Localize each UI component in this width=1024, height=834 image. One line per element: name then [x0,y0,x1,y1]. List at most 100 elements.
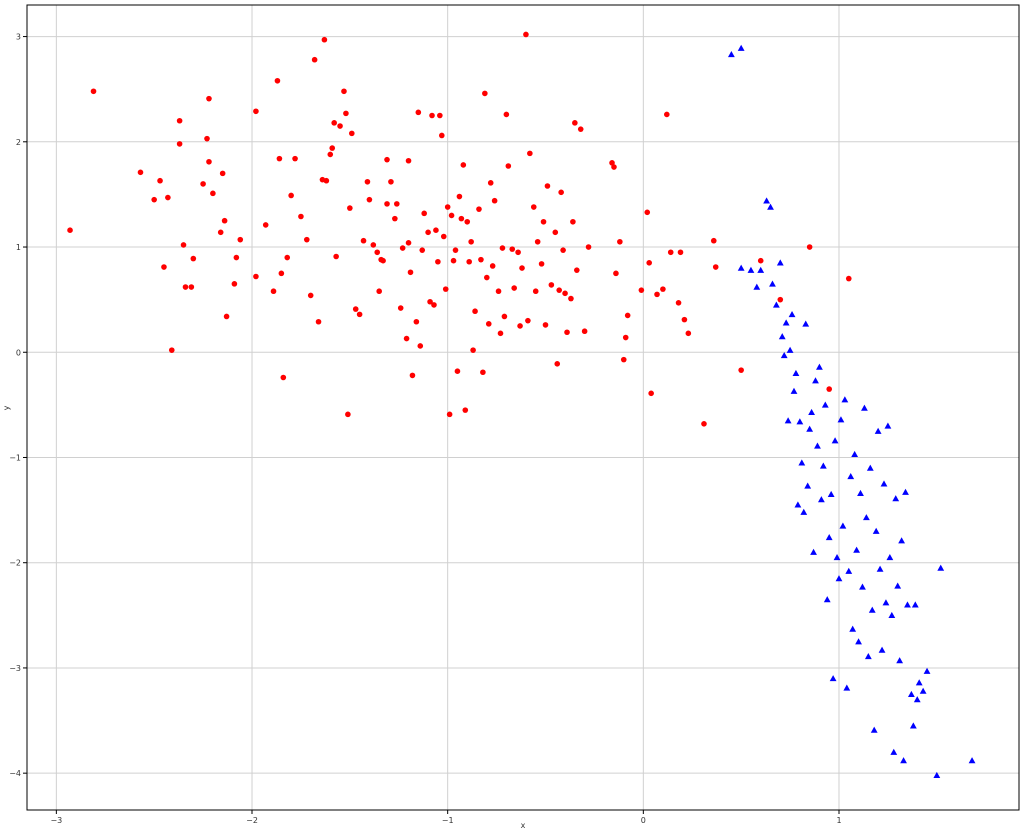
data-point-circle [188,284,195,290]
data-point-circle [341,88,347,95]
data-point-circle [407,269,414,276]
data-point-circle [489,263,496,269]
data-point-circle [253,108,259,115]
data-point-circle [337,123,343,129]
data-point-triangle [892,495,900,502]
data-point-circle [468,238,474,245]
data-point-triangle [810,548,817,555]
data-point-circle [806,244,813,250]
data-point-triangle [866,464,874,471]
data-point-circle [458,215,465,222]
data-point-circle [303,236,310,243]
data-point-circle [403,335,410,342]
data-point-circle [609,160,615,166]
data-point-circle [497,330,504,337]
data-point-circle [217,229,224,236]
data-point-triangle [913,696,921,703]
data-point-circle [397,305,404,311]
data-point-triangle [800,508,808,515]
data-point-triangle [806,425,814,432]
data-point-triangle [776,259,784,266]
data-point-circle [270,288,277,295]
data-point-circle [826,386,833,392]
blue-triangle-series [727,44,976,778]
data-point-triangle [851,450,859,458]
data-point-circle [221,217,228,224]
data-point-circle [562,290,568,297]
data-point-triangle [837,416,845,423]
data-point-circle [176,117,183,124]
data-point-triangle [737,264,745,271]
data-point-circle [491,197,498,204]
data-point-circle [560,247,566,253]
data-point-triangle [864,652,872,660]
data-point-circle [495,288,502,295]
data-point-circle [415,109,422,116]
data-point-circle [617,238,623,245]
data-point-circle [435,258,441,265]
grid-lines [27,5,1019,810]
data-point-circle [503,111,510,118]
y-tick-label: 0 [16,348,21,357]
data-point-triangle [853,546,861,553]
data-point-circle [200,181,206,187]
data-point-circle [327,151,334,158]
data-point-triangle [882,599,890,606]
x-tick-label: −2 [246,816,258,825]
data-point-circle [433,227,439,233]
data-point-circle [484,274,490,281]
data-point-triangle [937,564,945,571]
data-point-circle [558,189,564,196]
data-point-triangle [835,575,843,582]
data-point-triangle [727,51,735,58]
data-point-circle [464,218,471,225]
data-point-circle [530,204,537,210]
data-point-circle [568,295,574,302]
data-point-triangle [862,514,870,521]
data-point-circle [376,288,382,295]
y-axis-label: y [2,405,11,410]
data-point-triangle [757,266,765,273]
data-point-triangle [788,310,796,318]
data-point-circle [454,368,461,374]
x-axis-ticks: −3 −2 −1 0 1 [50,810,842,825]
data-point-triangle [907,690,915,697]
data-point-triangle [900,757,907,764]
data-point-circle [253,273,259,280]
data-point-circle [278,270,285,277]
data-point-circle [644,209,651,216]
data-point-circle [646,260,653,266]
data-point-triangle [843,684,851,691]
data-point-circle [157,177,163,184]
data-point-triangle [894,582,902,589]
data-point-circle [552,229,559,236]
data-point-circle [450,257,457,264]
data-point-circle [413,318,420,325]
data-point-circle [511,285,517,291]
data-point-triangle [817,496,825,503]
y-tick-label: −1 [9,453,21,462]
data-point-circle [470,347,476,353]
data-point-circle [425,229,431,236]
data-point-circle [509,246,516,252]
data-point-circle [476,206,482,212]
data-point-circle [311,56,318,63]
data-point-triangle [911,601,919,608]
data-point-circle [374,249,381,256]
data-point-circle [180,242,187,248]
data-point-circle [664,111,670,118]
plot-frame [26,4,1020,811]
data-point-circle [485,321,492,327]
data-point-circle [777,296,784,303]
data-point-circle [532,288,539,295]
data-point-circle [660,286,666,292]
data-point-circle [204,135,210,142]
data-point-circle [444,204,451,210]
data-point-circle [456,193,463,200]
data-point-circle [845,275,852,282]
data-point-triangle [886,554,894,561]
data-point-circle [233,254,240,261]
data-point-circle [67,227,73,233]
data-point-triangle [876,565,884,572]
